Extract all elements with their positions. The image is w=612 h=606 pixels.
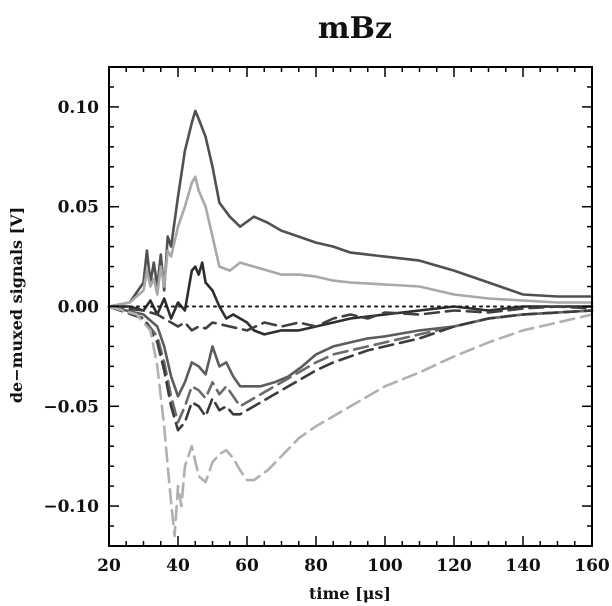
chart-title: mBz xyxy=(318,11,392,46)
x-tick-label: 100 xyxy=(367,556,403,576)
y-tick-label: −0.10 xyxy=(43,497,99,517)
y-axis-label: de−muxed signals [V] xyxy=(7,207,26,403)
y-tick-label: 0.10 xyxy=(58,98,100,118)
series-line-9 xyxy=(107,305,594,538)
x-tick-label: 20 xyxy=(97,556,121,576)
series-line-7 xyxy=(107,305,594,424)
y-tick-label: 0.00 xyxy=(58,298,100,318)
series-line-5 xyxy=(107,305,594,332)
plot-frame xyxy=(108,66,593,547)
x-tick-label: 60 xyxy=(235,556,259,576)
y-tick-label: −0.05 xyxy=(43,397,99,417)
series-line-6 xyxy=(107,305,594,398)
x-tick-label: 80 xyxy=(304,556,328,576)
plot-area: 20 40 60 80 100 120 140 160 −0.10 −0.05 0.00 0.05 0.… xyxy=(43,66,610,576)
tick-layer: 20 40 60 80 100 120 140 160 −0.10 −0.05 0.00 0.05 0.… xyxy=(43,66,610,576)
series-line-2 xyxy=(107,175,594,308)
x-tick-label: 120 xyxy=(436,556,472,576)
y-tick-label: 0.05 xyxy=(58,198,99,218)
series-line-1 xyxy=(107,109,594,308)
x-tick-label: 140 xyxy=(505,556,541,576)
series-layer xyxy=(107,109,594,538)
series-line-8 xyxy=(107,305,594,432)
x-tick-label: 160 xyxy=(574,556,610,576)
x-tick-label: 40 xyxy=(166,556,190,576)
x-axis-label: time [μs] xyxy=(309,584,391,603)
